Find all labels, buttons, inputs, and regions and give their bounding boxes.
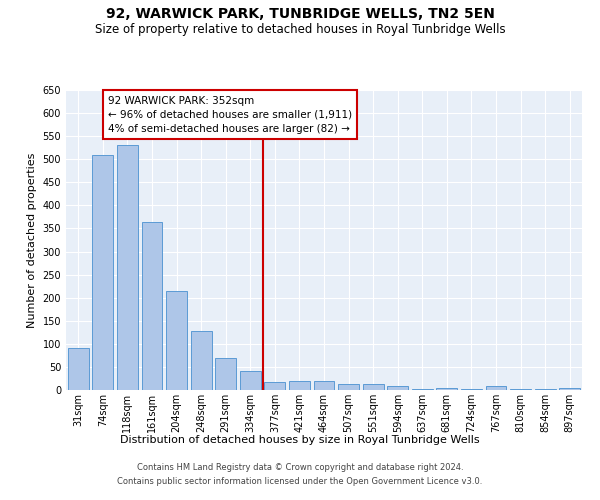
Y-axis label: Number of detached properties: Number of detached properties <box>27 152 37 328</box>
Bar <box>117 146 138 390</box>
Text: Contains HM Land Registry data © Crown copyright and database right 2024.: Contains HM Land Registry data © Crown c… <box>137 464 463 472</box>
Bar <box>436 388 457 390</box>
Text: Size of property relative to detached houses in Royal Tunbridge Wells: Size of property relative to detached ho… <box>95 22 505 36</box>
Bar <box>338 384 359 390</box>
Bar <box>387 386 408 390</box>
Bar <box>191 332 212 390</box>
Bar <box>142 222 163 390</box>
Bar <box>461 389 482 390</box>
Bar <box>559 388 580 390</box>
Bar <box>412 389 433 390</box>
Text: 92 WARWICK PARK: 352sqm
← 96% of detached houses are smaller (1,911)
4% of semi-: 92 WARWICK PARK: 352sqm ← 96% of detache… <box>108 96 352 134</box>
Bar <box>240 370 261 390</box>
Bar <box>510 389 531 390</box>
Bar <box>485 386 506 390</box>
Bar <box>362 384 383 390</box>
Text: Distribution of detached houses by size in Royal Tunbridge Wells: Distribution of detached houses by size … <box>120 435 480 445</box>
Bar <box>92 154 113 390</box>
Text: 92, WARWICK PARK, TUNBRIDGE WELLS, TN2 5EN: 92, WARWICK PARK, TUNBRIDGE WELLS, TN2 5… <box>106 8 494 22</box>
Bar <box>166 291 187 390</box>
Bar <box>265 382 286 390</box>
Bar <box>289 381 310 390</box>
Text: Contains public sector information licensed under the Open Government Licence v3: Contains public sector information licen… <box>118 477 482 486</box>
Bar <box>215 358 236 390</box>
Bar <box>314 381 334 390</box>
Bar <box>535 389 556 390</box>
Bar <box>68 348 89 390</box>
